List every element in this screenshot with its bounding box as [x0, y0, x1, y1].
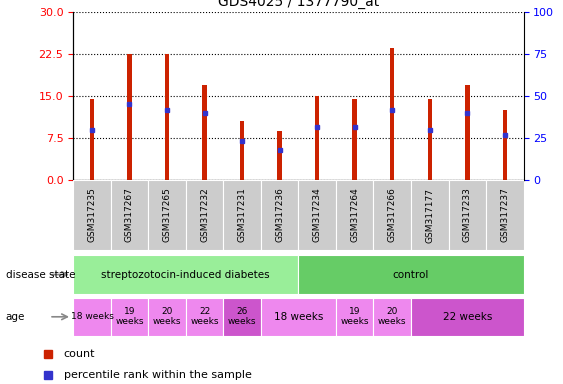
Text: GSM317177: GSM317177 — [425, 187, 434, 243]
FancyBboxPatch shape — [73, 298, 111, 336]
Bar — [390, 48, 395, 180]
Text: streptozotocin-induced diabetes: streptozotocin-induced diabetes — [101, 270, 270, 280]
Text: 19
weeks: 19 weeks — [115, 307, 144, 326]
FancyBboxPatch shape — [336, 180, 373, 250]
Bar — [90, 99, 94, 180]
Text: GSM317233: GSM317233 — [463, 188, 472, 242]
Bar — [503, 110, 507, 180]
Text: age: age — [6, 312, 25, 322]
Bar — [315, 96, 319, 180]
Bar — [352, 99, 357, 180]
FancyBboxPatch shape — [261, 180, 298, 250]
Text: 22
weeks: 22 weeks — [190, 307, 219, 326]
Text: 26
weeks: 26 weeks — [228, 307, 256, 326]
Bar — [427, 99, 432, 180]
FancyBboxPatch shape — [224, 298, 261, 336]
Text: GSM317234: GSM317234 — [312, 188, 321, 242]
Text: 20
weeks: 20 weeks — [378, 307, 406, 326]
FancyBboxPatch shape — [373, 180, 411, 250]
FancyBboxPatch shape — [449, 180, 486, 250]
FancyBboxPatch shape — [411, 180, 449, 250]
Text: GSM317232: GSM317232 — [200, 188, 209, 242]
FancyBboxPatch shape — [373, 298, 411, 336]
FancyBboxPatch shape — [111, 180, 148, 250]
FancyBboxPatch shape — [73, 255, 298, 294]
Text: percentile rank within the sample: percentile rank within the sample — [64, 370, 252, 380]
Bar — [465, 85, 470, 180]
FancyBboxPatch shape — [111, 298, 148, 336]
FancyBboxPatch shape — [148, 298, 186, 336]
FancyBboxPatch shape — [73, 180, 111, 250]
Text: 22 weeks: 22 weeks — [443, 312, 492, 322]
FancyBboxPatch shape — [411, 298, 524, 336]
Text: GSM317231: GSM317231 — [238, 188, 247, 242]
Text: 19
weeks: 19 weeks — [341, 307, 369, 326]
Text: 18 weeks: 18 weeks — [274, 312, 323, 322]
FancyBboxPatch shape — [148, 180, 186, 250]
Text: 20
weeks: 20 weeks — [153, 307, 181, 326]
Bar — [202, 85, 207, 180]
FancyBboxPatch shape — [224, 180, 261, 250]
FancyBboxPatch shape — [298, 180, 336, 250]
FancyBboxPatch shape — [298, 255, 524, 294]
Bar — [278, 131, 282, 180]
Text: GSM317265: GSM317265 — [163, 188, 172, 242]
Text: GSM317267: GSM317267 — [125, 188, 134, 242]
Text: GSM317264: GSM317264 — [350, 188, 359, 242]
Text: disease state: disease state — [6, 270, 75, 280]
Text: control: control — [393, 270, 429, 280]
Text: 18 weeks: 18 weeks — [70, 312, 113, 321]
Text: GSM317237: GSM317237 — [501, 188, 510, 242]
Bar — [127, 54, 132, 180]
FancyBboxPatch shape — [336, 298, 373, 336]
FancyBboxPatch shape — [486, 180, 524, 250]
Title: GDS4025 / 1377790_at: GDS4025 / 1377790_at — [218, 0, 379, 9]
FancyBboxPatch shape — [186, 298, 224, 336]
Text: GSM317266: GSM317266 — [388, 188, 397, 242]
Text: GSM317236: GSM317236 — [275, 188, 284, 242]
FancyBboxPatch shape — [261, 298, 336, 336]
FancyBboxPatch shape — [186, 180, 224, 250]
Text: count: count — [64, 349, 95, 359]
Bar — [165, 54, 169, 180]
Text: GSM317235: GSM317235 — [87, 188, 96, 242]
Bar — [240, 121, 244, 180]
